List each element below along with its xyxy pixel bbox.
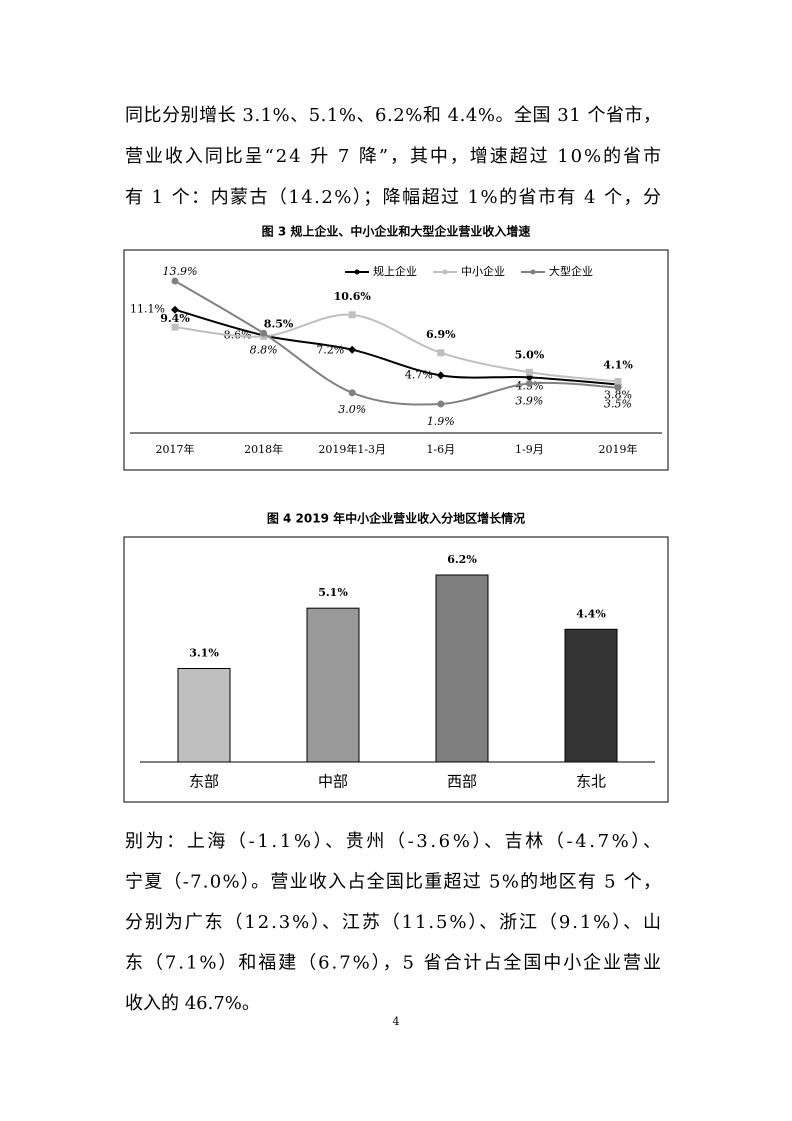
point <box>525 380 533 388</box>
data-label: 7.2% <box>316 344 344 357</box>
bar <box>564 628 618 763</box>
x-tick-label: 1-9月 <box>515 443 544 456</box>
legend-label: 规上企业 <box>373 264 417 278</box>
x-tick-label: 东北 <box>576 773 606 791</box>
point <box>437 349 445 357</box>
data-label: 8.5% <box>264 317 294 330</box>
point <box>348 345 357 354</box>
point <box>171 323 179 331</box>
page-number: 4 <box>393 1015 400 1028</box>
data-label: 3.0% <box>338 403 366 416</box>
data-label: 4.1% <box>603 358 633 371</box>
chart-frame <box>123 249 669 471</box>
data-label: 11.1% <box>130 303 165 316</box>
point <box>437 400 445 408</box>
x-tick-label: 2019年 <box>599 442 638 456</box>
data-label: 6.9% <box>426 328 456 341</box>
point <box>260 329 268 337</box>
point <box>348 389 356 397</box>
paragraph-line: 营业收入同比呈“24 升 7 降”，其中，增速超过 10%的省市 <box>125 146 661 167</box>
data-label: 6.2% <box>447 553 477 566</box>
data-label: 3.5% <box>604 398 632 411</box>
point <box>525 368 533 376</box>
data-label: 5.1% <box>318 586 348 599</box>
point <box>348 311 356 319</box>
point <box>614 384 622 392</box>
series-line <box>174 308 619 386</box>
legend-marker <box>354 269 360 275</box>
data-label: 4.4% <box>576 607 606 620</box>
paragraph-line: 别为：上海（-1.1%）、贵州（-3.6%）、吉林（-4.7%）、 <box>125 831 661 852</box>
legend-label: 大型企业 <box>549 264 593 278</box>
legend-marker <box>530 269 536 275</box>
x-tick-label: 西部 <box>447 773 477 791</box>
data-label: 10.6% <box>334 290 372 303</box>
data-label: 9.4% <box>160 312 190 325</box>
point <box>436 371 445 380</box>
x-tick-label: 1-6月 <box>426 443 455 456</box>
paragraph-line: 东（7.1%）和福建（6.7%），5 省合计占全国中小企业营业 <box>125 953 661 974</box>
paragraph-line: 宁夏（-7.0%）。营业收入占全国比重超过 5%的地区有 5 个， <box>125 872 661 893</box>
point <box>171 305 179 314</box>
data-label: 5.0% <box>515 348 545 361</box>
series-line <box>174 313 619 383</box>
point <box>171 277 179 285</box>
chart-title: 图 4 2019 年中小企业营业收入分地区增长情况 <box>267 511 525 526</box>
data-label: 13.9% <box>163 265 198 278</box>
bar <box>306 607 360 763</box>
data-label: 3.1% <box>189 647 219 660</box>
legend-label: 中小企业 <box>461 264 505 278</box>
x-tick-label: 2017年 <box>156 442 195 456</box>
data-label: 3.9% <box>515 395 543 408</box>
paragraph-line: 收入的 46.7%。 <box>125 993 260 1014</box>
chart-title: 图 3 规上企业、中小企业和大型企业营业收入增速 <box>262 224 531 239</box>
x-tick-label: 东部 <box>189 773 219 791</box>
series-line <box>174 280 619 406</box>
data-label: 3.8% <box>604 389 632 402</box>
x-tick-label: 中部 <box>318 773 348 791</box>
x-tick-label: 2019年1-3月 <box>318 442 386 456</box>
x-tick-label: 2018年 <box>244 442 283 456</box>
bar <box>177 668 231 763</box>
data-label: 8.8% <box>250 343 278 356</box>
paragraph-line: 同比分别增长 3.1%、5.1%、6.2%和 4.4%。全国 31 个省市， <box>125 105 661 126</box>
chart-frame <box>123 536 669 803</box>
point <box>614 377 622 385</box>
data-label: 1.9% <box>427 415 455 428</box>
bar <box>435 574 489 763</box>
paragraph-line: 有 1 个：内蒙古（14.2%）；降幅超过 1%的省市有 4 个，分 <box>125 187 661 208</box>
data-label: 4.7% <box>405 368 433 381</box>
paragraph-line: 分别为广东（12.3%）、江苏（11.5%）、浙江（9.1%）、山 <box>125 912 661 933</box>
legend-marker <box>442 269 448 275</box>
